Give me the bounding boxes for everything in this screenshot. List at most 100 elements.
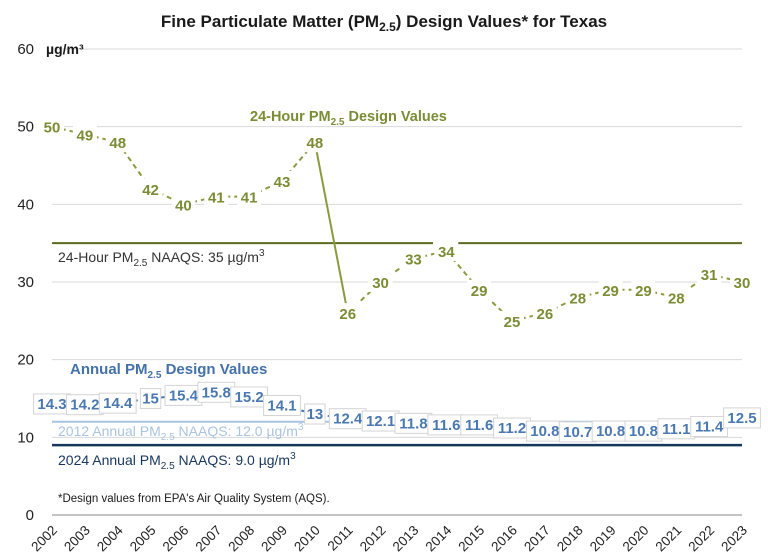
y-tick-label: 50 <box>17 119 34 136</box>
x-tick-label: 2002 <box>28 523 60 555</box>
data-label-bg <box>204 186 229 207</box>
data-label-annual: 13 <box>307 406 324 423</box>
x-axis-ticks: 2002 2003 2004 2005 2006 2007 2008 2009 2010 2011… <box>28 522 750 554</box>
data-label-24hr: 31 <box>701 267 718 284</box>
data-label-box <box>723 407 761 429</box>
data-label-box <box>98 392 137 414</box>
data-label-annual: 11.1 <box>662 421 690 438</box>
y-tick-label: 60 <box>17 41 34 58</box>
x-tick-label: 2010 <box>291 523 323 555</box>
data-label-annual: 14.1 <box>267 397 296 414</box>
data-label-24hr: 29 <box>471 283 488 300</box>
x-tick-label: 2005 <box>127 523 159 555</box>
series-label-annual: Annual PM2.5 Design Values <box>70 361 267 381</box>
y-axis-unit-label: µg/m³ <box>46 41 84 57</box>
x-tick-label: 2022 <box>685 523 717 555</box>
x-tick-label: 2012 <box>357 523 389 555</box>
x-tick-label: 2017 <box>521 523 553 555</box>
data-label-bg <box>138 178 163 199</box>
data-label-annual: 10.7 <box>563 424 592 441</box>
data-label-bg <box>368 272 393 292</box>
x-tick-label: 2003 <box>61 523 93 555</box>
x-tick-label: 2009 <box>258 523 290 555</box>
x-tick-label: 2015 <box>455 523 487 555</box>
y-axis-ticks: 0 10 20 30 40 50 60 <box>17 41 34 524</box>
data-label-bg <box>401 248 426 269</box>
data-label-box <box>263 394 301 416</box>
data-label-annual: 11.2 <box>498 420 526 437</box>
x-tick-label: 2016 <box>488 523 520 555</box>
data-label-bg <box>302 132 327 153</box>
y-tick-label: 40 <box>17 196 34 213</box>
data-label-box <box>139 388 162 409</box>
data-label-annual: 14.3 <box>37 396 66 413</box>
y-tick-label: 10 <box>17 429 34 446</box>
data-label-annual: 15.4 <box>169 387 199 404</box>
data-label-24hr: 42 <box>142 182 159 199</box>
data-label-bg <box>237 186 262 207</box>
data-label-24hr: 50 <box>44 120 61 137</box>
data-label-annual: 15.2 <box>235 389 264 406</box>
data-label-bg <box>270 171 294 192</box>
x-tick-label: 2018 <box>554 523 586 555</box>
naaqs-label: 2024 Annual PM2.5 NAAQS: 9.0 µg/m3 <box>58 451 296 472</box>
data-label-24hr: 28 <box>569 291 586 308</box>
data-label-bg <box>434 240 459 261</box>
footnote: *Design values from EPA's Air Quality Sy… <box>58 493 330 505</box>
data-label-24hr: 48 <box>307 135 324 152</box>
data-label-24hr: 25 <box>504 314 521 331</box>
data-label-annual: 11.8 <box>399 415 427 432</box>
series-24hr-segment <box>379 257 415 283</box>
x-tick-label: 2020 <box>620 523 652 555</box>
data-label-24hr: 28 <box>668 291 685 308</box>
data-label-24hr: 30 <box>372 275 389 292</box>
naaqs-label: 2012 Annual PM2.5 NAAQS: 12.0 µg/m3 <box>58 422 304 443</box>
series-label-24hr: 24-Hour PM2.5 Design Values <box>250 109 447 128</box>
data-label-annual: 11.6 <box>432 417 460 434</box>
chart-title: Fine Particulate Matter (PM2.5) Design V… <box>161 12 607 34</box>
x-tick-label: 2007 <box>193 523 225 555</box>
x-tick-label: 2008 <box>225 523 257 555</box>
x-tick-label: 2021 <box>653 523 685 555</box>
x-tick-label: 2023 <box>718 523 750 555</box>
data-label-box <box>304 403 326 425</box>
data-label-bg <box>697 264 722 285</box>
series-24hr-segment <box>675 273 710 299</box>
data-label-bg <box>598 279 623 300</box>
data-label-24hr: 29 <box>635 283 652 300</box>
data-label-24hr: 29 <box>602 283 619 300</box>
data-label-bg <box>500 310 524 331</box>
series-24hr-segment <box>313 142 349 314</box>
data-label-annual: 10.8 <box>596 423 625 440</box>
data-label-24hr: 33 <box>405 252 422 269</box>
data-label-24hr: 26 <box>339 306 356 323</box>
data-label-annual: 15.8 <box>202 384 231 401</box>
data-label-annual: 10.8 <box>629 423 658 440</box>
y-tick-label: 20 <box>17 352 34 369</box>
data-label-annual: 11.6 <box>465 417 493 434</box>
x-tick-label: 2006 <box>160 523 192 555</box>
x-tick-label: 2004 <box>94 522 126 554</box>
data-label-bg <box>335 303 360 324</box>
data-label-annual: 14.2 <box>70 397 99 414</box>
data-label-bg <box>565 287 590 308</box>
data-label-bg <box>40 116 64 137</box>
data-label-annual: 12.5 <box>727 410 756 427</box>
data-label-bg <box>105 132 130 153</box>
y-tick-label: 0 <box>26 507 34 524</box>
data-label-annual: 15 <box>142 391 159 408</box>
data-label-annual: 10.8 <box>530 423 559 440</box>
data-label-bg <box>171 194 196 215</box>
data-label-bg <box>532 303 557 324</box>
data-label-bg <box>467 279 492 300</box>
data-label-annual: 12.4 <box>333 411 363 428</box>
x-tick-label: 2011 <box>325 523 356 554</box>
data-label-24hr: 43 <box>274 174 291 191</box>
data-label-bg <box>72 124 97 145</box>
data-label-bg <box>631 279 656 300</box>
x-tick-label: 2013 <box>390 523 422 555</box>
data-label-annual: 14.4 <box>103 395 133 412</box>
data-label-annual: 11.4 <box>695 418 724 435</box>
x-tick-label: 2019 <box>587 523 619 555</box>
